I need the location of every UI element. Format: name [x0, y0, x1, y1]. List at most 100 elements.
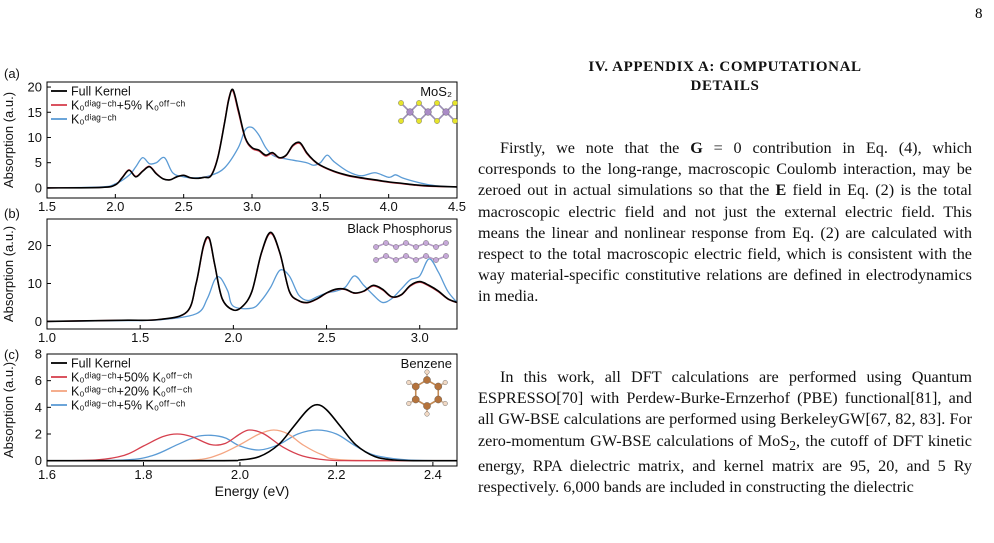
phosphorus-atom [383, 240, 389, 246]
y-tick-label: 10 [28, 130, 42, 145]
series-line [47, 429, 457, 462]
phosphorus-atom [403, 253, 409, 259]
phosphorus-atom [403, 240, 409, 246]
phosphorus-atom [373, 244, 379, 250]
y-axis-label: Absorption (a.u.) [1, 92, 16, 188]
series-line [47, 429, 457, 462]
chart-title: MoS₂ [420, 84, 452, 99]
hydrogen-atom [442, 401, 448, 407]
sulfur-atom [434, 118, 440, 124]
series-line [47, 429, 457, 462]
chart-panel: (c) 1.6 1.8 2.0 2.2 2.4 0 2 4 6 8 Absorption (a.u.)… [1, 347, 458, 499]
paragraph-text: = 0 contribution in Eq. (4), which corre… [478, 139, 972, 200]
subscript: 2 [789, 437, 796, 453]
sulfur-atom [452, 100, 458, 106]
x-tick-label: 2.2 [327, 467, 345, 482]
panel-label: (c) [4, 347, 19, 362]
x-tick-label: 2.0 [231, 467, 249, 482]
legend-label: K₀ᵈⁱᵃᵍ⁻ᶜʰ+50% K₀ᵒᶠᶠ⁻ᶜʰ [71, 371, 192, 385]
x-tick-label: 3.5 [311, 199, 329, 214]
chart-title: Black Phosphorus [347, 221, 452, 236]
x-tick-label: 3.0 [243, 199, 261, 214]
carbon-atom [411, 382, 420, 391]
sulfur-atom [398, 118, 404, 124]
bold-symbol: E [775, 181, 787, 200]
series-line [47, 403, 457, 462]
y-tick-label: 15 [28, 105, 42, 120]
hydrogen-atom [424, 411, 430, 417]
legend-label: K₀ᵈⁱᵃᵍ⁻ᶜʰ+5% K₀ᵒᶠᶠ⁻ᶜʰ [71, 399, 185, 413]
paragraph-text: In this work, all DFT calculations are p… [478, 368, 972, 450]
chart-panel: (b) 1.0 1.5 2.0 2.5 3.0 0 10 20 Absorption (a.u.)… [1, 206, 458, 345]
y-tick-label: 0 [35, 180, 42, 195]
x-tick-label: 1.0 [38, 330, 56, 345]
y-axis-label: Absorption (a.u.) [1, 362, 16, 458]
x-tick-label: 2.0 [224, 330, 242, 345]
legend-label: Full Kernel [71, 357, 131, 371]
phosphorus-atom [433, 257, 439, 263]
x-tick-label: 4.5 [448, 199, 466, 214]
carbon-atom [423, 402, 431, 410]
y-tick-label: 20 [28, 238, 42, 253]
phosphorus-atom [423, 253, 429, 259]
phosphorus-atom [433, 244, 439, 250]
sulfur-atom [452, 118, 458, 124]
molybdenum-atom [442, 108, 450, 116]
panel-label: (a) [4, 66, 20, 81]
plot-frame [46, 218, 458, 330]
page-number: 8 [975, 6, 983, 22]
chart-panel: (a) 1.5 2.0 2.5 3.0 3.5 4.0 4.5 0 5 10 15 20 Absorpti… [1, 66, 466, 214]
paragraph-text: field in Eq. (2) is the total macroscopi… [478, 181, 972, 306]
x-axis-label: Energy (eV) [215, 483, 290, 499]
x-tick-label: 2.4 [424, 467, 442, 482]
sulfur-atom [398, 100, 404, 106]
series-line [47, 258, 457, 323]
phosphorus-atom [413, 257, 419, 263]
hydrogen-atom [442, 380, 448, 386]
phosphorus-atom [383, 253, 389, 259]
series-line [47, 88, 457, 189]
legend-label: K₀ᵈⁱᵃᵍ⁻ᶜʰ+5% K₀ᵒᶠᶠ⁻ᶜʰ [71, 99, 185, 113]
carbon-atom [434, 382, 443, 391]
paragraph-2: In this work, all DFT calculations are p… [478, 367, 972, 498]
y-tick-label: 6 [35, 373, 42, 388]
y-tick-label: 0 [35, 314, 42, 329]
bold-symbol: G [690, 139, 703, 157]
phosphorus-atom [443, 240, 449, 246]
x-tick-label: 1.5 [131, 330, 149, 345]
plot-frame [46, 353, 458, 467]
section-heading: IV. APPENDIX A: COMPUTATIONAL DETAILS [478, 58, 972, 96]
y-tick-label: 5 [35, 155, 42, 170]
molybdenum-atom [424, 108, 432, 116]
x-tick-label: 1.5 [38, 199, 56, 214]
legend-label: Full Kernel [71, 85, 131, 99]
sulfur-atom [434, 100, 440, 106]
phosphorus-atom [443, 253, 449, 259]
paragraph-1: Firstly, we note that the G = 0 contribu… [478, 138, 972, 308]
x-tick-label: 1.6 [38, 467, 56, 482]
paragraph-text: Firstly, we note that the [500, 139, 691, 157]
phosphorus-atom [393, 244, 399, 250]
sulfur-atom [416, 118, 422, 124]
paragraph-text: , the cutoff of DFT kinetic energy, RPA … [478, 431, 972, 497]
x-tick-label: 3.0 [411, 330, 429, 345]
carbon-atom [434, 395, 443, 404]
hydrogen-atom [424, 369, 430, 375]
series-line [47, 231, 457, 323]
x-tick-label: 4.0 [380, 199, 398, 214]
y-tick-label: 8 [35, 347, 42, 362]
x-tick-label: 2.5 [175, 199, 193, 214]
phosphorus-atom [373, 257, 379, 263]
phosphorus-atom [393, 257, 399, 263]
y-axis-label: Absorption (a.u.) [1, 226, 16, 322]
legend-label: K₀ᵈⁱᵃᵍ⁻ᶜʰ+20% K₀ᵒᶠᶠ⁻ᶜʰ [71, 385, 192, 399]
hydrogen-atom [406, 401, 412, 407]
panel-label: (b) [4, 206, 20, 221]
carbon-atom [423, 376, 431, 384]
series-line [47, 126, 457, 189]
y-tick-label: 2 [35, 427, 42, 442]
sulfur-atom [416, 100, 422, 106]
legend-label: K₀ᵈⁱᵃᵍ⁻ᶜʰ [71, 113, 117, 127]
x-tick-label: 1.8 [134, 467, 152, 482]
phosphorus-atom [413, 244, 419, 250]
